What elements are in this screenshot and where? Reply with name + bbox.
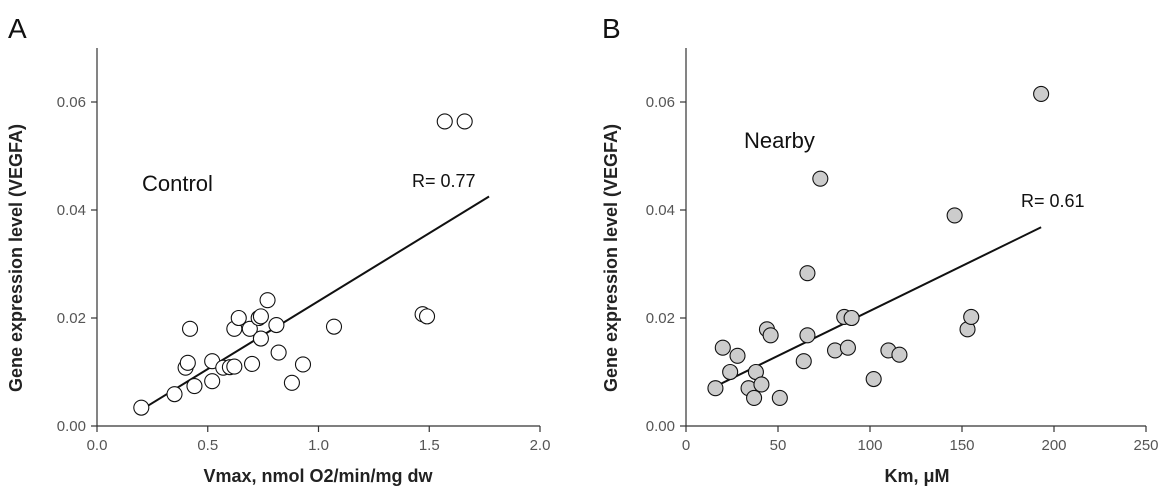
data-point xyxy=(283,374,300,391)
y-tick-label: 0.04 xyxy=(57,202,86,219)
data-point xyxy=(839,339,856,356)
data-point xyxy=(771,389,788,406)
data-point xyxy=(181,320,199,337)
y-tick-label: 0.02 xyxy=(57,310,86,327)
y-tick-label: 0.04 xyxy=(646,202,675,219)
data-point xyxy=(252,308,269,325)
y-tick-label: 0.00 xyxy=(646,418,675,435)
x-tick-label: 250 xyxy=(1133,437,1158,454)
data-point xyxy=(714,339,731,356)
y-tick-label: 0.00 xyxy=(57,418,86,435)
regression-line xyxy=(716,226,1042,387)
x-tick-label: 1.5 xyxy=(419,437,440,454)
x-tick-label: 2.0 xyxy=(530,437,551,454)
data-point xyxy=(762,327,779,344)
data-point xyxy=(241,320,258,337)
data-point xyxy=(204,373,221,390)
panel-b-letter: B xyxy=(602,13,621,44)
data-point xyxy=(795,353,812,370)
data-point xyxy=(186,377,203,395)
data-point xyxy=(226,358,243,375)
data-point xyxy=(946,207,963,224)
panel-a: A Control R= 0.77 Vmax, nmol O2/min/mg d… xyxy=(6,13,550,486)
data-point xyxy=(268,316,285,334)
data-point xyxy=(1033,85,1050,102)
data-point xyxy=(729,347,746,364)
x-tick-label: 0 xyxy=(682,437,690,454)
data-point xyxy=(133,399,150,416)
x-tick-label: 100 xyxy=(857,437,882,454)
data-point xyxy=(843,309,860,327)
x-tick-label: 50 xyxy=(770,437,787,454)
data-point xyxy=(891,346,908,363)
data-point xyxy=(294,356,312,373)
data-point xyxy=(799,327,816,344)
data-point xyxy=(722,363,739,381)
y-tick-label: 0.06 xyxy=(57,94,86,111)
panel-a-r-value: R= 0.77 xyxy=(412,171,476,191)
panel-a-x-axis-title: Vmax, nmol O2/min/mg dw xyxy=(203,466,433,486)
data-point xyxy=(325,318,343,335)
panel-b-y-axis-title: Gene expression level (VEGFA) xyxy=(601,124,621,392)
data-point xyxy=(753,376,770,393)
data-point xyxy=(179,354,196,371)
panel-b-group-label: Nearby xyxy=(744,128,815,153)
data-point xyxy=(259,292,276,309)
panel-a-group-label: Control xyxy=(142,171,213,196)
panel-b: B Nearby R= 0.61 Km, μM Gene expression … xyxy=(601,13,1159,486)
data-point xyxy=(436,113,453,130)
data-point xyxy=(865,370,882,388)
data-point xyxy=(456,113,473,130)
data-point xyxy=(270,344,287,361)
data-point xyxy=(812,170,829,187)
data-point xyxy=(707,380,724,397)
data-point xyxy=(244,355,261,372)
panel-a-y-axis-title: Gene expression level (VEGFA) xyxy=(6,124,26,392)
data-point xyxy=(166,386,183,403)
panel-a-letter: A xyxy=(8,13,27,44)
data-point xyxy=(746,389,763,406)
data-point xyxy=(799,265,816,282)
y-tick-label: 0.02 xyxy=(646,310,675,327)
panel-b-r-value: R= 0.61 xyxy=(1021,191,1085,211)
data-point xyxy=(230,309,247,327)
panel-b-x-axis-title: Km, μM xyxy=(884,466,949,486)
data-point xyxy=(963,308,980,325)
x-tick-label: 1.0 xyxy=(308,437,329,454)
x-tick-label: 200 xyxy=(1041,437,1066,454)
data-point xyxy=(418,308,436,325)
x-tick-label: 0.5 xyxy=(197,437,218,454)
y-tick-label: 0.06 xyxy=(646,94,675,111)
x-tick-label: 0.0 xyxy=(87,437,108,454)
x-tick-label: 150 xyxy=(949,437,974,454)
data-point xyxy=(252,330,269,347)
regression-line xyxy=(140,195,490,411)
